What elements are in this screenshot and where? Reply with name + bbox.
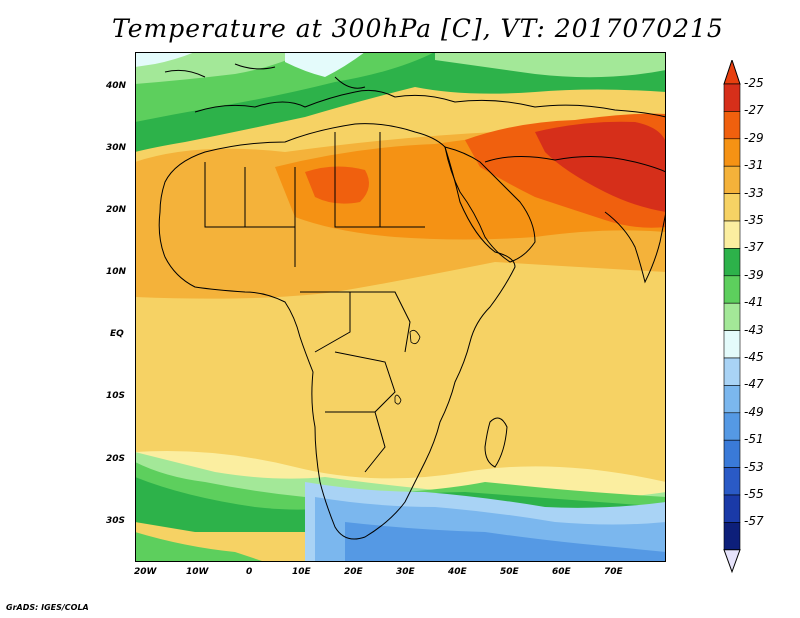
colorbar-segment [723,357,741,386]
colorbar-label: -55 [744,487,764,501]
lon-label: 70E [604,567,623,577]
colorbar-bottom-arrow [723,549,741,574]
colorbar-segment [723,275,741,304]
colorbar-label: -43 [744,322,764,337]
colorbar-label: -51 [744,432,764,447]
colorbar-label: -57 [744,514,764,529]
colorbar-label: -53 [744,459,764,474]
lat-label: 40N [106,81,127,91]
lon-label: 20E [344,567,363,577]
colorbar-label: -45 [744,350,764,364]
colorbar-segment [723,165,741,194]
lat-label: 30S [106,516,126,526]
colorbar-segment [723,302,741,331]
colorbar-label: -31 [744,158,764,173]
colorbar-segment [723,439,741,468]
colorbar-label: -33 [744,185,764,200]
lon-label: 0 [246,567,253,577]
colorbar-label: -47 [744,377,764,392]
colorbar-segment [723,385,741,414]
colorbar-label: -37 [744,240,764,255]
colorbar-segment [723,138,741,167]
colorbar-segment [723,330,741,359]
lon-label: 20W [134,567,157,577]
colorbar-segment [723,83,741,112]
lon-label: 40E [448,567,467,577]
colorbar-label: -49 [744,404,764,419]
temperature-map [135,52,666,562]
lat-label: 30N [106,143,127,153]
lon-label: 10W [186,567,209,577]
colorbar-label: -41 [744,295,764,310]
lon-label: 60E [552,567,571,577]
colorbar [723,60,741,574]
credit-text: GrADS: IGES/COLA [6,603,89,612]
colorbar-label: -35 [744,213,764,227]
colorbar-segment [723,522,741,551]
colorbar-segment [723,220,741,249]
map-title: Temperature at 300hPa [C], VT: 201707021… [112,14,724,43]
lat-label: 20N [106,205,127,215]
colorbar-top-arrow [723,60,741,85]
map-canvas [135,52,666,562]
colorbar-segment [723,494,741,523]
lat-label: 10S [106,391,126,401]
lat-label: 10N [106,267,127,277]
colorbar-label: -27 [744,103,764,118]
lon-label: 30E [396,567,415,577]
lat-label: EQ [110,329,124,339]
colorbar-label: -39 [744,267,764,282]
lat-label: 20S [106,454,126,464]
colorbar-label: -25 [744,76,764,90]
colorbar-segment [723,467,741,496]
colorbar-segment [723,111,741,140]
colorbar-segment [723,412,741,441]
colorbar-segment [723,193,741,222]
colorbar-segment [723,248,741,277]
colorbar-label: -29 [744,130,764,145]
lon-label: 50E [500,567,519,577]
lon-label: 10E [292,567,311,577]
